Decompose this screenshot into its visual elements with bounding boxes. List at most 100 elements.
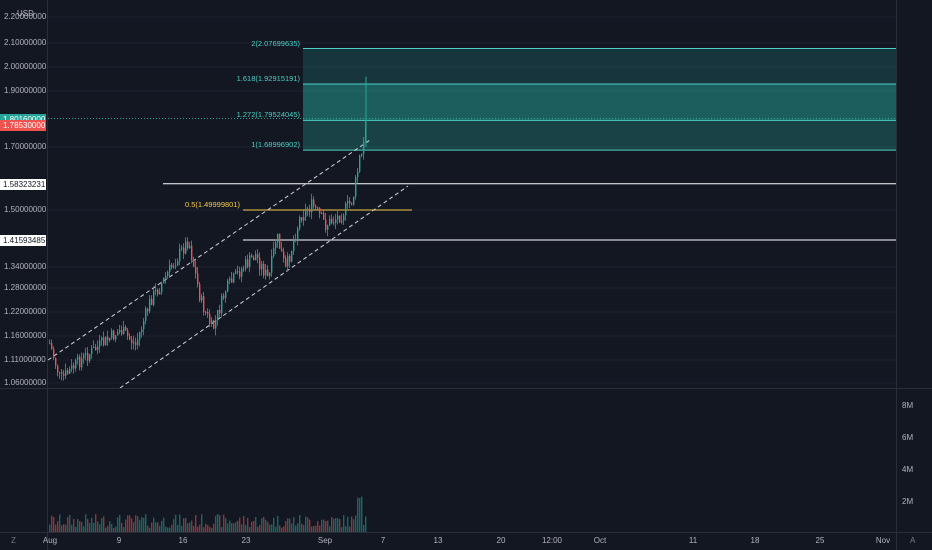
volume-bar bbox=[159, 525, 161, 532]
candle-body bbox=[273, 248, 275, 257]
auto-scale-button[interactable]: A bbox=[910, 536, 916, 545]
candle-body bbox=[55, 357, 57, 366]
fib-half-label: 0.5(1.49999801) bbox=[184, 200, 240, 209]
price-chart-canvas[interactable] bbox=[0, 0, 932, 388]
fib-zone-1272 bbox=[303, 120, 896, 151]
volume-bar bbox=[137, 516, 139, 532]
volume-bar bbox=[69, 515, 71, 532]
candle-body bbox=[51, 343, 53, 350]
volume-bar bbox=[231, 523, 233, 532]
volume-chart-canvas[interactable] bbox=[0, 389, 932, 532]
candle-body bbox=[325, 219, 327, 230]
volume-bar bbox=[285, 521, 287, 532]
volume-bar bbox=[337, 518, 339, 532]
volume-bar bbox=[97, 521, 99, 532]
candle-body bbox=[77, 356, 79, 360]
candle-body bbox=[261, 263, 263, 270]
volume-bar bbox=[95, 514, 97, 532]
volume-axis-label: 8M bbox=[902, 401, 914, 410]
time-axis-label: 13 bbox=[433, 536, 443, 545]
candle-body bbox=[245, 259, 247, 269]
volume-bar bbox=[151, 522, 153, 532]
candle-body bbox=[121, 330, 123, 335]
volume-bar bbox=[87, 519, 89, 532]
volume-bar bbox=[229, 520, 231, 532]
candle-body bbox=[139, 332, 141, 340]
candle-body bbox=[145, 308, 147, 322]
volume-bar bbox=[203, 527, 205, 532]
volume-bar bbox=[189, 522, 191, 532]
price-tag: 1.41593485 bbox=[0, 234, 46, 246]
candle-body bbox=[157, 289, 159, 295]
zoom-reset-button[interactable]: Z bbox=[11, 536, 16, 545]
candle-body bbox=[345, 203, 347, 216]
candle-body bbox=[123, 327, 125, 335]
candle-body bbox=[125, 327, 127, 331]
volume-bar bbox=[73, 518, 75, 532]
candle-body bbox=[127, 330, 129, 337]
volume-bar bbox=[267, 521, 269, 532]
candle-body bbox=[287, 256, 289, 267]
volume-axis-label: 6M bbox=[902, 433, 914, 442]
volume-bar bbox=[361, 496, 363, 532]
candle-body bbox=[183, 247, 185, 254]
volume-bar bbox=[57, 521, 59, 532]
channel-lower-line bbox=[119, 185, 409, 388]
price-axis-label: 1.06000000 bbox=[4, 378, 47, 387]
price-pane[interactable] bbox=[0, 0, 932, 388]
candle-body bbox=[289, 256, 291, 262]
volume-bar bbox=[319, 525, 321, 532]
volume-pane[interactable] bbox=[0, 389, 932, 532]
volume-bar bbox=[221, 527, 223, 532]
price-axis-label: 1.28000000 bbox=[4, 283, 47, 292]
volume-bar bbox=[303, 525, 305, 532]
candle-body bbox=[219, 309, 221, 314]
candle-body bbox=[113, 330, 115, 340]
volume-bar bbox=[269, 524, 271, 532]
volume-bar bbox=[197, 526, 199, 532]
candle-body bbox=[281, 248, 283, 252]
volume-bar bbox=[55, 524, 57, 532]
candle-body bbox=[227, 280, 229, 292]
price-axis-label: 1.70000000 bbox=[4, 142, 47, 151]
volume-bar bbox=[277, 515, 279, 532]
price-axis-label: 1.11000000 bbox=[4, 355, 46, 364]
volume-bar bbox=[343, 515, 345, 532]
candle-body bbox=[275, 242, 277, 249]
candle-body bbox=[155, 289, 157, 292]
volume-axis-label: 2M bbox=[902, 497, 914, 506]
volume-bar bbox=[333, 518, 335, 532]
volume-bar bbox=[309, 519, 311, 532]
candle-body bbox=[259, 257, 261, 270]
candle-body bbox=[61, 372, 63, 374]
volume-bar bbox=[139, 520, 141, 532]
right-axis-separator bbox=[896, 0, 897, 550]
candle-body bbox=[201, 296, 203, 301]
volume-bar bbox=[347, 516, 349, 532]
volume-bar bbox=[147, 525, 149, 532]
candle-body bbox=[279, 233, 281, 249]
candle-body bbox=[49, 343, 51, 345]
volume-bar bbox=[163, 517, 165, 532]
volume-bar bbox=[313, 525, 315, 532]
time-axis-label: 25 bbox=[815, 536, 825, 545]
candle-body bbox=[195, 266, 197, 274]
volume-bar bbox=[259, 524, 261, 532]
candle-body bbox=[161, 283, 163, 293]
candle-body bbox=[141, 329, 143, 333]
time-axis-label: 11 bbox=[688, 536, 698, 545]
price-axis-label: 1.22000000 bbox=[4, 307, 47, 316]
volume-bar bbox=[117, 517, 119, 532]
volume-bar bbox=[153, 517, 155, 532]
pane-divider[interactable] bbox=[0, 388, 932, 389]
volume-bar bbox=[91, 517, 93, 532]
candle-body bbox=[343, 215, 345, 221]
time-axis-label: Oct bbox=[593, 536, 607, 545]
volume-bar bbox=[311, 526, 313, 532]
price-axis-separator bbox=[47, 0, 48, 550]
volume-bar bbox=[63, 524, 65, 532]
volume-bar bbox=[173, 519, 175, 532]
volume-bar bbox=[187, 523, 189, 532]
volume-bar bbox=[225, 518, 227, 532]
candle-body bbox=[151, 298, 153, 305]
